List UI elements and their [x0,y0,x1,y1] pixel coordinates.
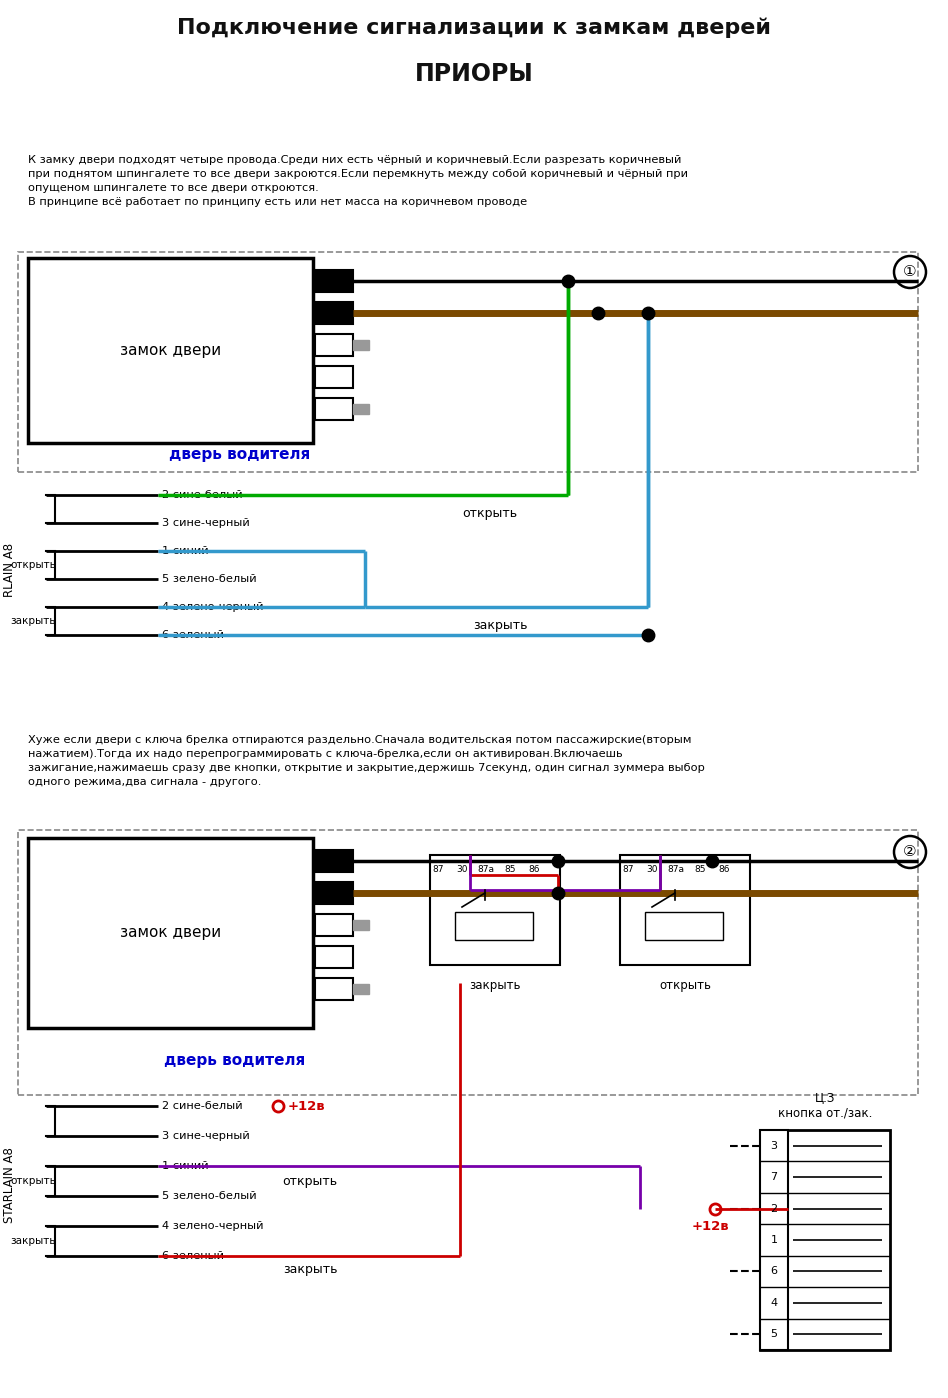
Text: 2 сине-белый: 2 сине-белый [162,1102,243,1111]
Text: открыть: открыть [283,1176,337,1188]
Text: 6 зеленый: 6 зеленый [162,630,224,640]
Bar [315,979,353,1000]
Text: 5 зелено-белый: 5 зелено-белый [162,1191,257,1201]
Text: 1: 1 [771,1234,777,1246]
Text: 30: 30 [647,865,658,874]
Text: открыть: открыть [463,506,518,520]
Text: 3: 3 [771,1141,777,1151]
Text: 5 зелено-белый: 5 зелено-белый [162,575,257,584]
Text: 2: 2 [771,1204,777,1213]
Bar [455,911,533,939]
Text: замок двери: замок двери [120,343,221,358]
Bar [315,270,353,292]
Text: +12в: +12в [288,1099,325,1113]
Bar [430,856,560,965]
Text: 2 сине-белый: 2 сине-белый [162,491,243,500]
Bar [620,856,750,965]
Bar [315,850,353,872]
Text: 3 сине-черный: 3 сине-черный [162,519,249,528]
Bar [315,946,353,967]
Text: закрыть: закрыть [10,1236,56,1246]
Text: 86: 86 [719,865,730,874]
Text: Подключение сигнализации к замкам дверей: Подключение сигнализации к замкам дверей [177,18,771,39]
Text: STARLAIN A8: STARLAIN A8 [4,1148,16,1223]
Text: 7: 7 [771,1172,777,1183]
Text: 85: 85 [694,865,705,874]
Text: 87: 87 [622,865,634,874]
Text: 4 зелено-черный: 4 зелено-черный [162,603,264,612]
Text: закрыть: закрыть [10,617,56,626]
Text: +12в: +12в [691,1220,729,1233]
Text: дверь водителя: дверь водителя [164,1053,305,1068]
Text: 87a: 87a [667,865,684,874]
Text: открыть: открыть [10,561,56,570]
Text: Ц.З: Ц.З [815,1090,835,1104]
Text: Хуже если двери с ключа брелка отпираются раздельно.Сначала водительская потом п: Хуже если двери с ключа брелка отпираютс… [28,735,705,787]
Text: 87: 87 [432,865,444,874]
Text: RLAIN A8: RLAIN A8 [4,542,16,597]
Bar [353,404,369,414]
Bar [18,252,918,473]
Text: кнопка от./зак.: кнопка от./зак. [777,1107,872,1120]
Bar [315,398,353,419]
Text: 86: 86 [528,865,539,874]
Text: 3 сине-черный: 3 сине-черный [162,1131,249,1141]
Bar [760,1130,788,1350]
Text: К замку двери подходят четыре провода.Среди них есть чёрный и коричневый.Если ра: К замку двери подходят четыре провода.Ср… [28,155,688,207]
Text: 1 синий: 1 синий [162,547,209,556]
Text: 1 синий: 1 синий [162,1160,209,1172]
Bar [760,1130,890,1350]
Bar [28,259,313,443]
Text: ПРИОРЫ: ПРИОРЫ [414,62,534,87]
Bar [315,366,353,389]
Bar [315,914,353,937]
Bar [315,302,353,324]
Text: открыть: открыть [659,979,711,993]
Text: закрыть: закрыть [469,979,520,993]
Text: 6: 6 [771,1267,777,1276]
Text: 87a: 87a [478,865,495,874]
Bar [353,340,369,350]
Bar [353,920,369,930]
Text: ①: ① [903,264,917,280]
Bar [645,911,723,939]
Text: дверь водителя: дверь водителя [170,447,311,463]
Text: 5: 5 [771,1329,777,1339]
Bar [353,984,369,994]
Text: 30: 30 [456,865,467,874]
Text: ②: ② [903,844,917,860]
Text: открыть: открыть [10,1176,56,1186]
Bar [28,837,313,1028]
Text: 6 зеленый: 6 зеленый [162,1251,224,1261]
Text: 4: 4 [771,1297,777,1309]
Text: закрыть: закрыть [473,618,527,632]
Bar [18,830,918,1095]
Text: закрыть: закрыть [283,1264,337,1276]
Bar [315,882,353,905]
Bar [315,334,353,356]
Text: замок двери: замок двери [120,925,221,941]
Text: 4 зелено-черный: 4 зелено-черный [162,1220,264,1232]
Text: 85: 85 [504,865,516,874]
